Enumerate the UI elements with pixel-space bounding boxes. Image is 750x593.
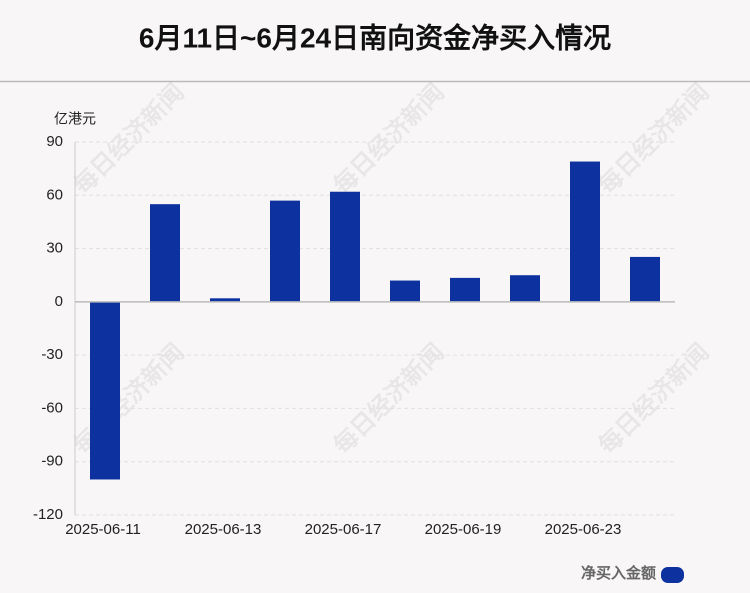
legend-swatch [661,567,684,583]
y-tick-label: 60 [46,186,63,203]
bar [330,191,360,302]
y-tick-label: -90 [41,453,63,470]
y-tick-label: -120 [33,506,63,523]
chart-title: 6月11日~6月24日南向资金净买入情况 [139,21,611,53]
bar [390,280,420,302]
y-axis-unit: 亿港元 [54,111,96,127]
y-tick-label: -30 [41,346,63,363]
x-tick-label: 2025-06-23 [545,521,622,538]
bar [450,277,480,302]
x-tick-label: 2025-06-13 [185,521,262,538]
y-tick-label: 30 [46,240,63,257]
bar [570,161,600,302]
legend-label: 净买入金额 [581,564,656,582]
x-tick-label: 2025-06-17 [305,521,382,538]
bar [90,301,120,480]
y-tick-label: 0 [55,293,63,310]
x-tick-label: 2025-06-11 [65,521,141,538]
y-tick-label: -60 [41,399,63,416]
bar [210,298,240,302]
bar [630,256,660,302]
y-tick-label: 90 [46,133,63,150]
bar [150,204,180,302]
bar [270,200,300,302]
x-tick-label: 2025-06-19 [425,521,502,538]
bar [510,275,540,302]
